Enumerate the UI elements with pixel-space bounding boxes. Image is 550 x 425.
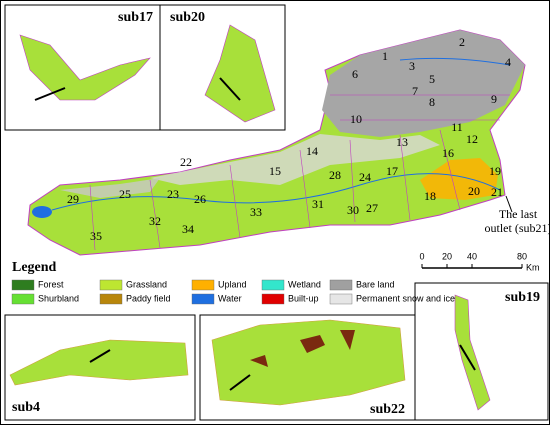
subbasin-label: 6	[352, 67, 358, 81]
inset-shape	[19, 34, 151, 101]
legend-label: Wetland	[288, 279, 321, 289]
subbasin-label: 21	[491, 185, 503, 199]
legend-swatch	[99, 279, 123, 291]
subbasin-label: 26	[194, 192, 206, 206]
scale-unit: Km	[526, 262, 540, 272]
subbasin-label: 2	[459, 35, 465, 49]
subbasin-label: 1	[382, 49, 388, 63]
subbasin-label: 35	[90, 229, 102, 243]
subbasin-label: 7	[412, 84, 418, 98]
outlet-arrow	[505, 195, 513, 213]
legend-swatch	[191, 279, 215, 291]
subbasin-label: 5	[429, 72, 435, 86]
subbasin-label: 15	[269, 164, 281, 178]
subbasin-label: 10	[350, 112, 362, 126]
scale-tick-label: 20	[442, 251, 452, 261]
river	[51, 57, 511, 211]
legend-label: Bare land	[356, 279, 395, 289]
inset-label: sub22	[370, 402, 405, 417]
subbasin-label: 9	[491, 92, 497, 106]
scale-tick-label: 40	[467, 251, 477, 261]
legend-swatch	[261, 293, 285, 305]
subbasin-label: 8	[429, 95, 435, 109]
subbasin-label: 18	[424, 189, 436, 203]
subbasin-label: 28	[329, 168, 341, 182]
subbasin-label: 4	[505, 55, 511, 69]
bare-area	[60, 178, 160, 198]
subbasin-label: 19	[489, 164, 501, 178]
inset-label: sub17	[118, 10, 153, 25]
subbasin-label: 11	[451, 120, 463, 134]
legend-label: Upland	[218, 279, 247, 289]
legend-swatch	[329, 279, 353, 291]
subbasin-label: 13	[396, 135, 408, 149]
scale-tick-label: 0	[419, 251, 424, 261]
legend-label: Shurbland	[38, 293, 79, 303]
snow-area	[150, 134, 440, 185]
mountain-area	[322, 30, 525, 137]
legend-label: Forest	[38, 279, 64, 289]
flow-arrow	[219, 77, 241, 101]
flow-arrow	[459, 344, 476, 371]
subbasin-label: 23	[167, 187, 179, 201]
inset-label: sub4	[12, 400, 40, 415]
inset-label: sub20	[170, 10, 205, 25]
subbasin-label: 3	[409, 59, 415, 73]
subbasin-label: 34	[182, 222, 194, 236]
outlet-note: The last	[499, 207, 538, 221]
outlet-note: outlet (sub21)	[485, 221, 550, 235]
subbasin-label: 25	[119, 187, 131, 201]
subbasin-label: 12	[466, 132, 478, 146]
lake	[32, 206, 52, 218]
subbasin-label: 29	[67, 192, 79, 206]
subbasin-label: 17	[386, 164, 398, 178]
subbasin-boundaries	[89, 94, 510, 251]
built-patches	[250, 330, 355, 367]
inset-shape	[204, 24, 276, 123]
subbasin-label: 14	[306, 144, 318, 158]
inset-shape	[211, 319, 406, 406]
inset-shape	[9, 339, 189, 386]
flow-arrow	[34, 87, 66, 101]
legend-swatch	[11, 293, 35, 305]
subbasin-label: 27	[366, 201, 378, 215]
legend-swatch	[329, 293, 353, 305]
legend-label: Permanent snow and ice	[356, 293, 455, 303]
legend-swatch	[11, 279, 35, 291]
legend: Forest Grassland Upland Wetland Bare land Shu…	[11, 279, 455, 305]
subbasin-label: 22	[180, 155, 192, 169]
subbasin-label: 20	[468, 184, 480, 198]
flow-arrow	[229, 374, 251, 391]
subbasin-label: 16	[442, 146, 454, 160]
legend-title: Legend	[12, 260, 57, 275]
subbasin-label: 31	[312, 197, 324, 211]
legend-swatch	[99, 293, 123, 305]
inset-shape	[454, 294, 491, 411]
subbasin-label: 33	[250, 205, 262, 219]
legend-label: Paddy field	[126, 293, 171, 303]
legend-label: Grassland	[126, 279, 167, 289]
subbasin-label: 24	[359, 170, 371, 184]
inset-label: sub19	[505, 290, 540, 305]
flow-arrow	[89, 349, 111, 363]
subbasin-label: 32	[149, 214, 161, 228]
subbasin-label: 30	[347, 203, 359, 217]
legend-label: Water	[218, 293, 242, 303]
scale-tick-label: 80	[517, 251, 527, 261]
legend-swatch	[261, 279, 285, 291]
upland-area	[420, 158, 498, 200]
legend-swatch	[191, 293, 215, 305]
legend-label: Built-up	[288, 293, 319, 303]
